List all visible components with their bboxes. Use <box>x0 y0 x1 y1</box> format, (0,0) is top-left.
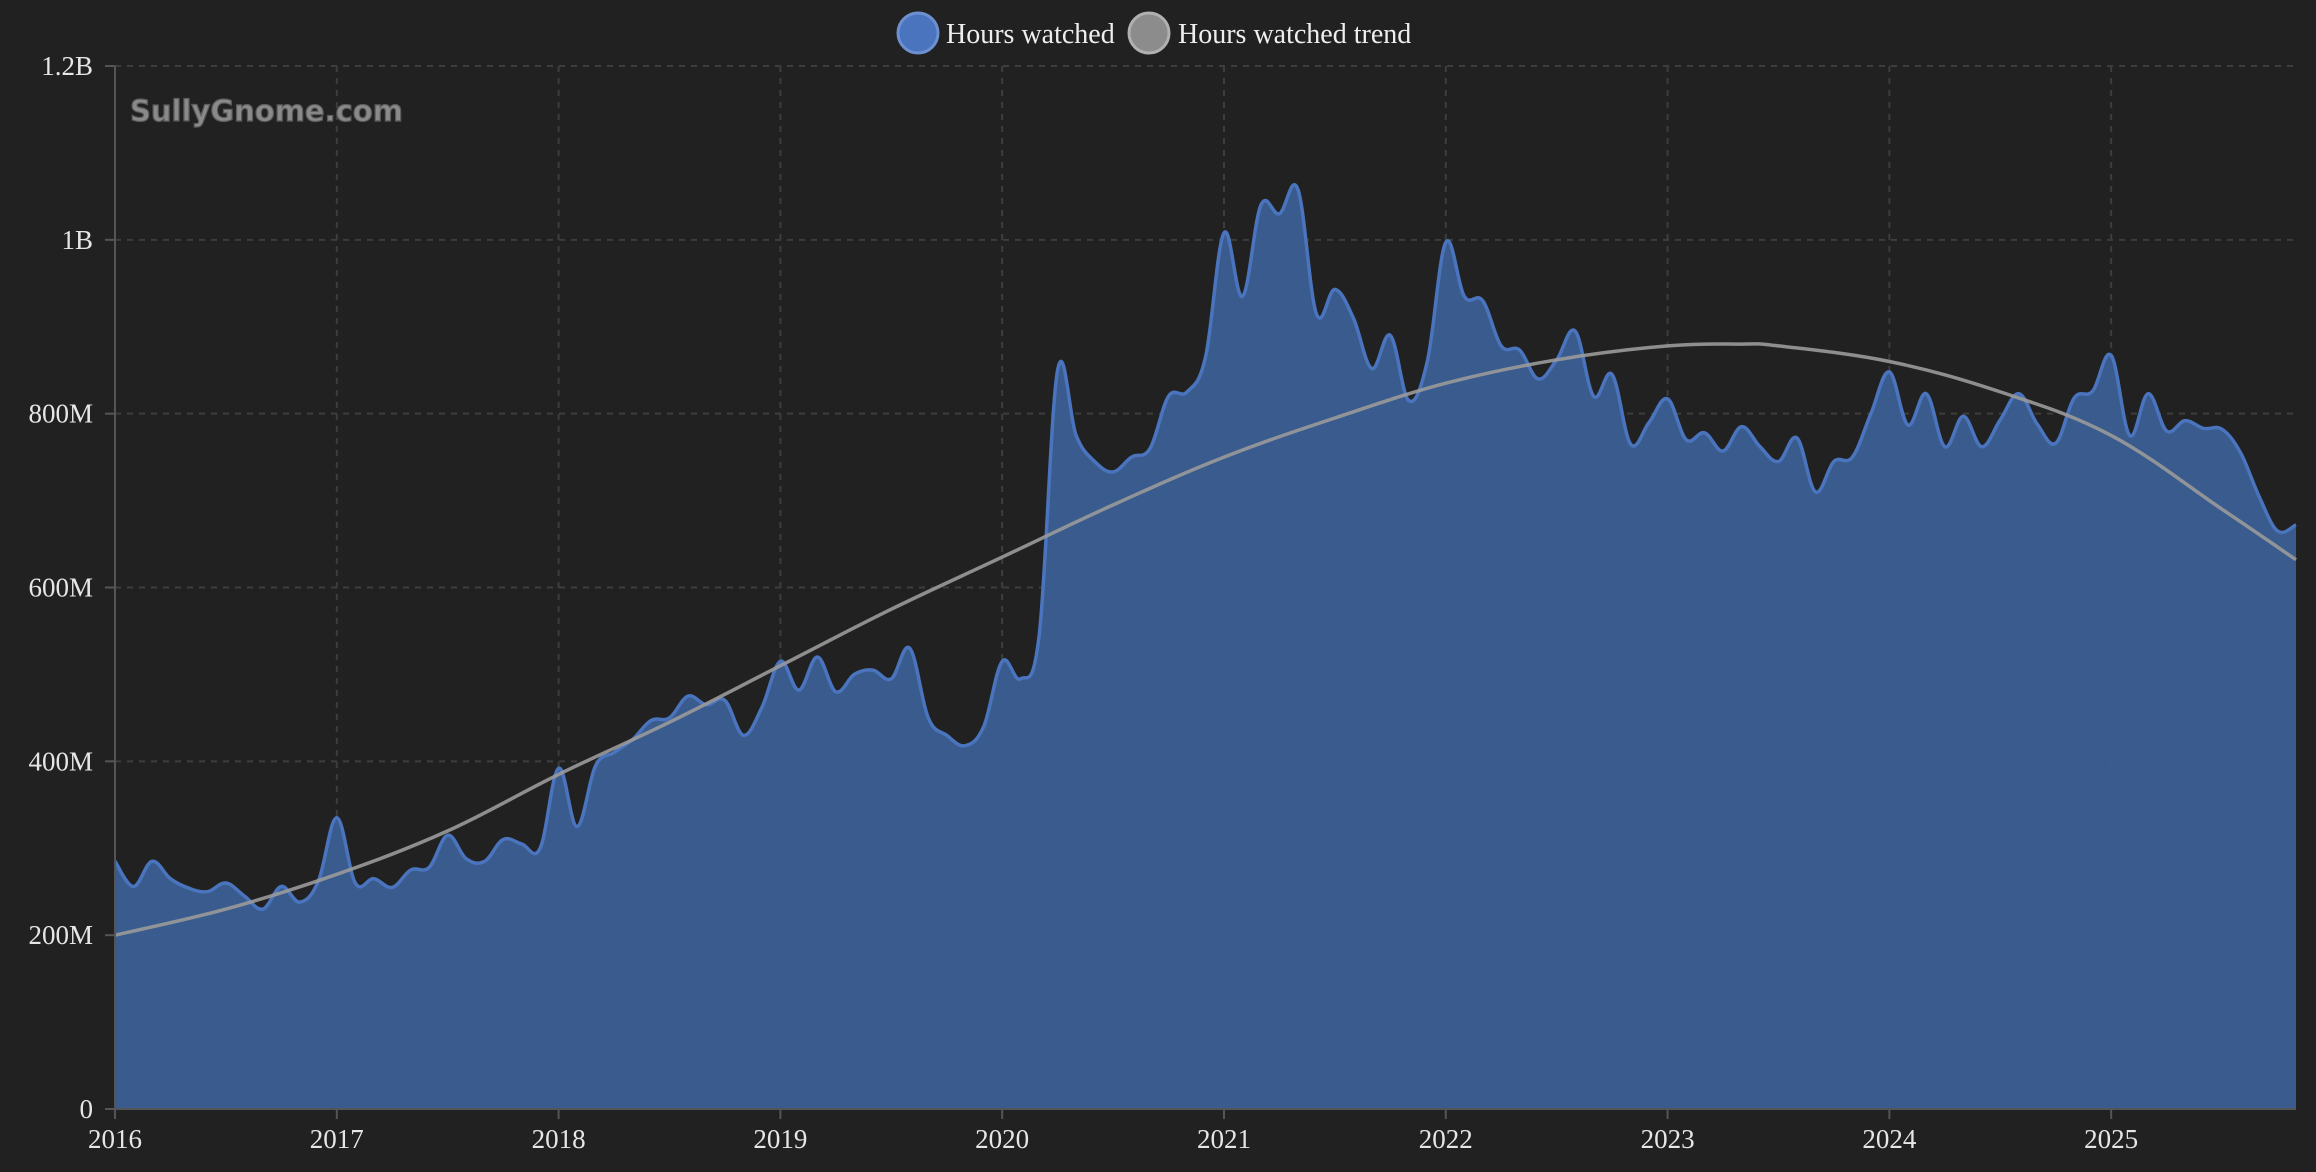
legend-swatch <box>896 11 940 55</box>
plot-area <box>113 183 2297 1109</box>
y-tick-label: 800M <box>28 399 93 429</box>
legend-item-hours-watched-trend[interactable]: Hours watched trend <box>1127 11 1411 55</box>
x-tick-label: 2020 <box>975 1124 1029 1154</box>
x-tick-label: 2021 <box>1197 1124 1251 1154</box>
legend-item-hours-watched[interactable]: Hours watched <box>896 11 1115 55</box>
y-tick-label: 1.2B <box>41 51 93 81</box>
legend[interactable]: Hours watched Hours watched trend <box>896 11 1411 55</box>
y-tick-label: 0 <box>80 1094 94 1124</box>
axes: 0 200M 400M 600M 800M 1B 1.2B 2016 2017 2018 2019 2… <box>28 51 2296 1154</box>
series-line-hours-watched[interactable] <box>113 183 2297 911</box>
legend-label: Hours watched trend <box>1178 19 1411 50</box>
x-tick-label: 2016 <box>88 1124 142 1154</box>
x-tick-label: 2019 <box>753 1124 807 1154</box>
legend-label: Hours watched <box>946 19 1115 50</box>
y-tick-label: 200M <box>28 920 93 950</box>
x-tick-label: 2025 <box>2084 1124 2138 1154</box>
x-tick-label: 2024 <box>1862 1124 1917 1154</box>
x-tick-label: 2022 <box>1419 1124 1473 1154</box>
y-tick-label: 600M <box>28 573 93 603</box>
x-tick-label: 2017 <box>310 1124 364 1154</box>
y-tick-label: 1B <box>61 225 93 255</box>
x-tick-label: 2023 <box>1641 1124 1695 1154</box>
x-tick-label: 2018 <box>532 1124 586 1154</box>
watermark: SullyGnome.com <box>130 94 403 128</box>
y-tick-label: 400M <box>28 746 93 776</box>
series-line-hours-watched-trend[interactable] <box>114 342 2297 937</box>
series-area-hours-watched <box>115 184 2296 1109</box>
legend-swatch <box>1127 11 1171 55</box>
